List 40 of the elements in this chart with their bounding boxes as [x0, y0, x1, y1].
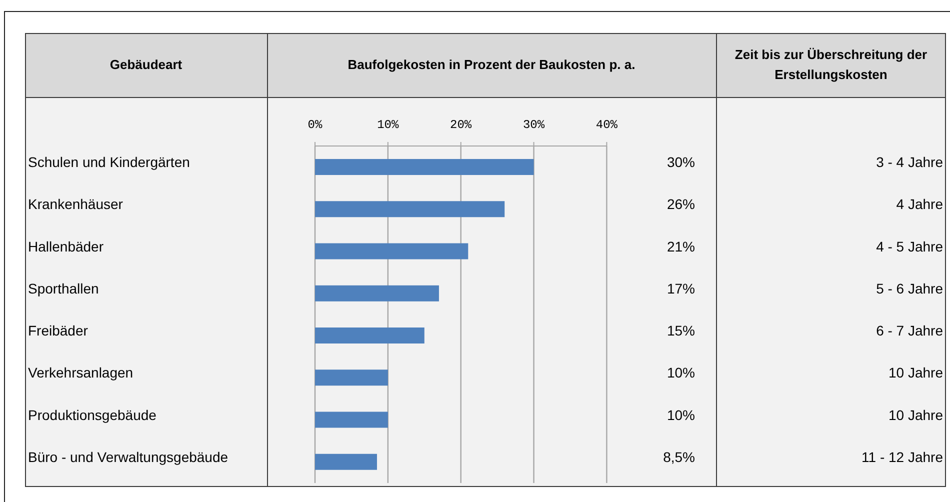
data-label: 30%	[666, 154, 695, 170]
x-tick-label: 20%	[450, 118, 472, 132]
text: 6 - 7 Jahre	[876, 322, 944, 339]
y-tick-label: Produktionsgebäude	[28, 406, 157, 423]
bar	[315, 159, 534, 175]
text: 5 - 6 Jahre	[876, 280, 944, 296]
data-label: 21%	[666, 238, 695, 254]
data-label: 10%	[666, 364, 695, 381]
y-tick-label: Verkehrsanlagen	[28, 364, 134, 381]
bar	[315, 243, 468, 260]
y-tick-label: Schulen und Kindergärten	[28, 154, 190, 170]
x-tick-label: 0%	[308, 118, 323, 132]
text: 3 - 4 Jahre	[876, 154, 944, 170]
text: 10 Jahre	[888, 406, 944, 423]
text: 10 Jahre	[888, 364, 944, 381]
bar	[315, 328, 424, 344]
bar	[315, 454, 377, 470]
bar	[315, 285, 439, 302]
y-tick-label: Sporthallen	[28, 280, 99, 296]
data-label: 26%	[666, 196, 695, 212]
data-label: 10%	[666, 406, 695, 423]
data-label: 15%	[666, 322, 695, 338]
x-tick-label: 10%	[377, 118, 400, 132]
x-axis-title: Baufolgekosten in Prozent der Baukosten p. a.	[348, 56, 636, 74]
y-axis-title: Gebäudeart	[110, 56, 182, 74]
y-tick-label: Büro - und Verwaltungsgebäude	[28, 448, 228, 465]
bar	[315, 412, 388, 428]
text: 4 Jahre	[896, 196, 944, 212]
data-label: 8,5%	[663, 448, 695, 465]
x-tick-label: 30%	[522, 118, 546, 132]
data-label: 17%	[666, 280, 695, 296]
y-tick-label: Hallenbäder	[28, 238, 104, 254]
x-tick-label: 40%	[596, 118, 618, 132]
y-tick-label: Freibäder	[28, 322, 88, 339]
text: Zeit bis zur Überschreitung der Erstellungskosten	[734, 46, 928, 84]
bar	[315, 370, 388, 386]
y-tick-label: Krankenhäuser	[28, 196, 124, 212]
text: 11 - 12 Jahre	[862, 448, 944, 465]
bar	[315, 201, 505, 218]
text: 4 - 5 Jahre	[876, 238, 944, 254]
